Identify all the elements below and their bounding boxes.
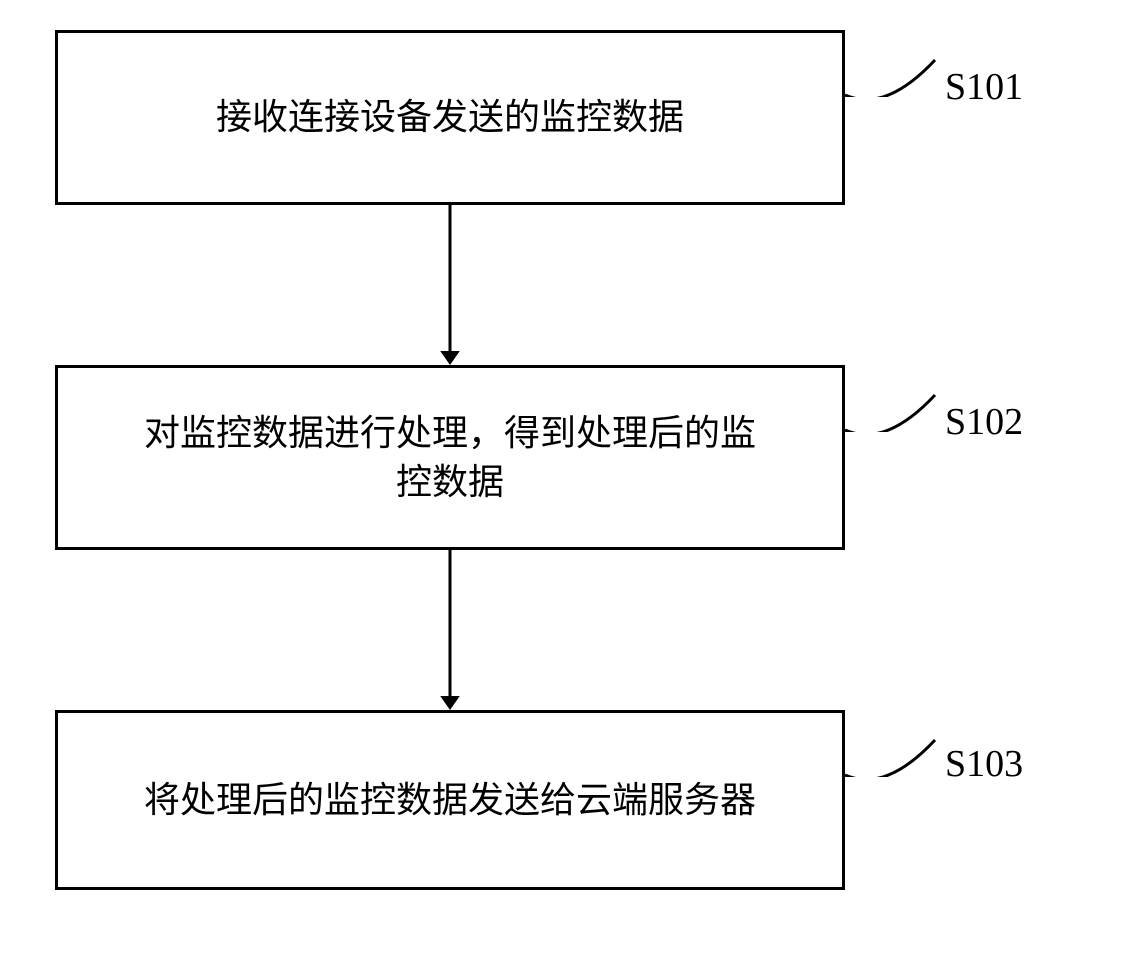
flow-edge-n1-n2: [435, 205, 465, 365]
step-label-n3: S103: [945, 742, 1023, 786]
flowchart-canvas: 接收连接设备发送的监控数据 S101 对监控数据进行处理，得到处理后的监 控数据 S1…: [0, 0, 1143, 978]
flow-node-n3: 将处理后的监控数据发送给云端服务器: [55, 710, 845, 890]
flow-node-text: 将处理后的监控数据发送给云端服务器: [124, 776, 776, 825]
leader-line: [843, 58, 937, 97]
flow-node-text: 对监控数据进行处理，得到处理后的监 控数据: [124, 409, 776, 506]
flow-node-text: 接收连接设备发送的监控数据: [196, 93, 704, 142]
leader-line: [843, 393, 937, 432]
flow-node-n2: 对监控数据进行处理，得到处理后的监 控数据: [55, 365, 845, 550]
step-label-n1: S101: [945, 65, 1023, 109]
step-label-n2: S102: [945, 400, 1023, 444]
flow-edge-n2-n3: [435, 550, 465, 710]
flow-node-n1: 接收连接设备发送的监控数据: [55, 30, 845, 205]
leader-line: [843, 738, 937, 777]
